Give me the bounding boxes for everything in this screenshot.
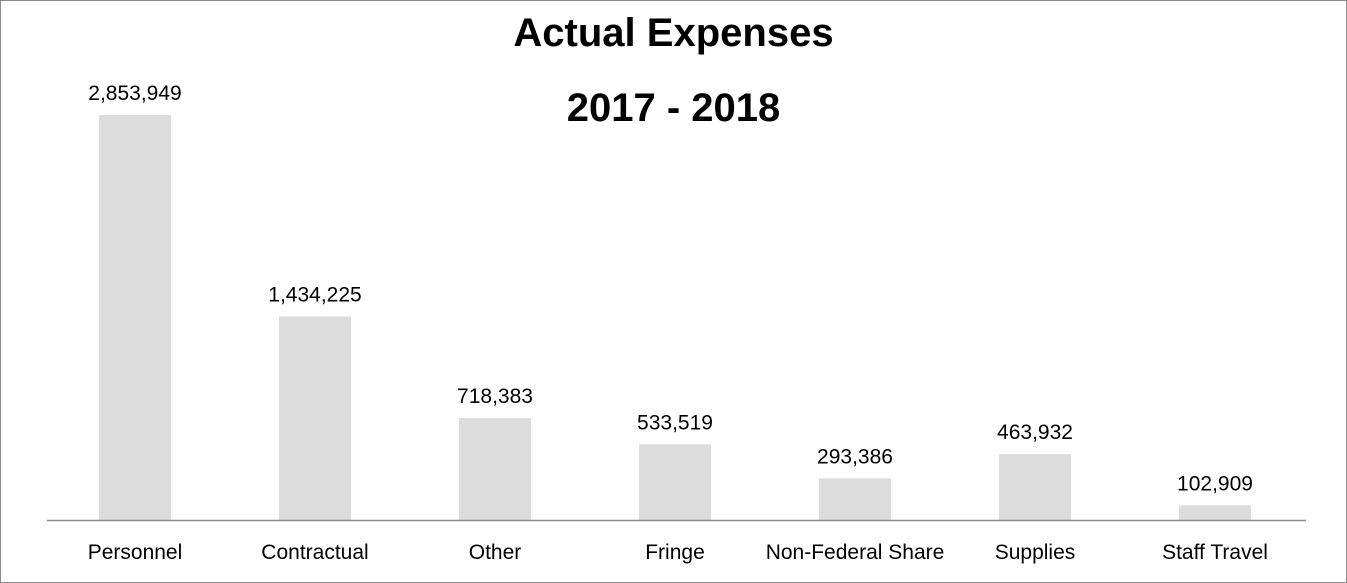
value-label: 718,383 <box>457 385 533 408</box>
category-label: Staff Travel <box>1162 541 1268 564</box>
bar-personnel <box>99 115 171 520</box>
category-label: Supplies <box>995 541 1076 564</box>
category-label: Fringe <box>645 541 705 564</box>
value-label: 1,434,225 <box>268 284 361 307</box>
value-label: 463,932 <box>997 421 1073 444</box>
value-label: 102,909 <box>1177 472 1253 495</box>
bar-non-federal-share <box>819 478 891 520</box>
bar-other <box>459 418 531 520</box>
bar-staff-travel <box>1179 505 1251 520</box>
bar-contractual <box>279 316 351 520</box>
bar-supplies <box>999 454 1071 520</box>
value-label: 533,519 <box>637 411 713 434</box>
chart-subtitle: 2017 - 2018 <box>566 86 781 130</box>
category-label: Other <box>469 541 522 564</box>
value-label: 2,853,949 <box>88 82 181 105</box>
bar-fringe <box>639 444 711 520</box>
category-label: Non-Federal Share <box>766 541 945 564</box>
chart-title: Actual Expenses <box>513 11 834 55</box>
category-label: Contractual <box>261 541 368 564</box>
category-label: Personnel <box>88 541 183 564</box>
value-label: 293,386 <box>817 445 893 468</box>
